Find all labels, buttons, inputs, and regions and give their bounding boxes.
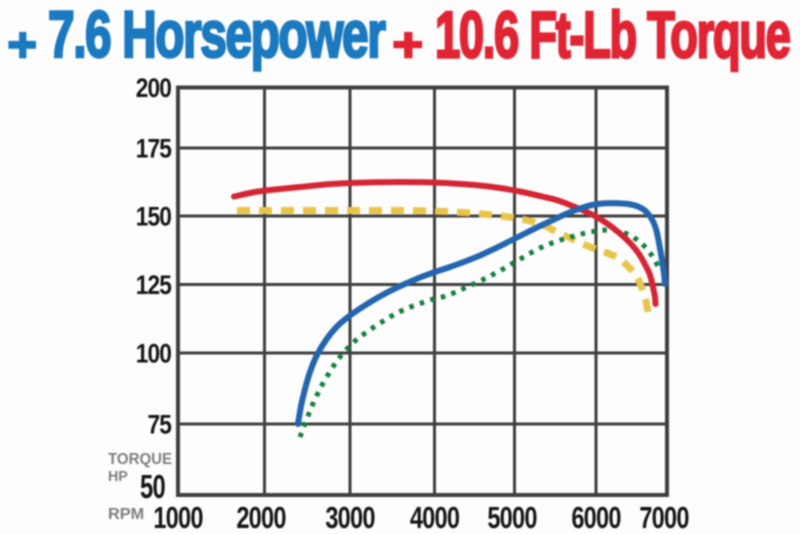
svg-text:50: 50 [140,469,165,506]
svg-text:6000: 6000 [571,500,621,534]
svg-text:5000: 5000 [487,500,537,534]
svg-text:4000: 4000 [410,500,460,534]
svg-text:75: 75 [147,410,172,440]
svg-text:200: 200 [136,73,171,103]
svg-text:125: 125 [136,270,172,300]
svg-text:RPM: RPM [108,506,144,523]
svg-text:TORQUE: TORQUE [108,451,172,469]
svg-text:10.6 Ft-Lb Torque: 10.6 Ft-Lb Torque [435,0,790,73]
svg-text:175: 175 [136,134,172,164]
svg-text:150: 150 [136,202,171,232]
svg-text:100: 100 [136,339,171,369]
svg-text:1000: 1000 [153,500,203,534]
svg-text:HP: HP [108,469,128,485]
svg-text:3000: 3000 [325,500,375,534]
svg-text:7.6 Horsepower: 7.6 Horsepower [48,0,386,72]
svg-text:7000: 7000 [639,500,689,534]
svg-text:2000: 2000 [236,500,286,534]
